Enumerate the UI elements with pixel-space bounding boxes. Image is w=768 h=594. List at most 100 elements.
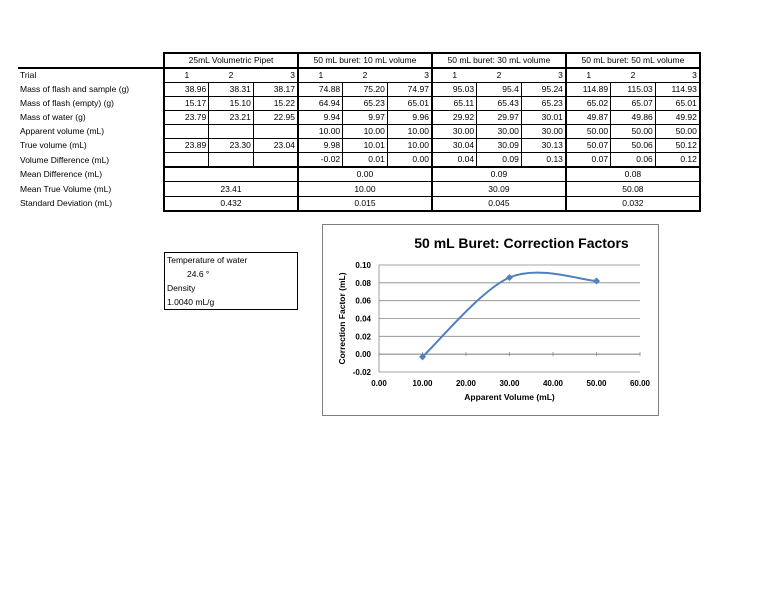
trial-number: 2 <box>476 67 522 83</box>
trial-number: 3 <box>521 67 567 83</box>
table-cell: 10.00 <box>296 124 344 140</box>
table-cell: 38.17 <box>252 81 299 98</box>
row-label: Trial <box>18 67 164 83</box>
group-header: 50 mL buret: 30 mL volume <box>430 52 567 68</box>
density-label: Density <box>167 283 196 293</box>
summary-cell: 0.432 <box>163 195 299 212</box>
table-cell: 50.00 <box>564 124 612 140</box>
table-cell: 38.96 <box>163 81 210 98</box>
table-cell: 30.09 <box>476 138 522 154</box>
table-cell: 23.89 <box>163 138 210 154</box>
table-cell: 65.01 <box>386 96 433 112</box>
calibration-table: 25mL Volumetric Pipet 50 mL buret: 10 mL … <box>18 52 701 212</box>
table-cell <box>163 124 210 140</box>
row-label: Mass of flash and sample (g) <box>20 84 130 95</box>
summary-cell: 0.015 <box>296 195 433 212</box>
table-cell: 74.88 <box>296 81 344 98</box>
table-cell: 65.01 <box>654 96 701 112</box>
row-label: Mean True Volume (mL) <box>20 183 112 194</box>
table-cell: 15.10 <box>208 96 254 112</box>
table-cell: 9.97 <box>342 110 388 126</box>
x-tick-label: 10.00 <box>412 379 433 388</box>
row-label: Volume Difference (mL) <box>20 154 110 165</box>
table-cell: 50.00 <box>654 124 701 140</box>
summary-cell: 0.08 <box>564 166 701 182</box>
table-cell: 95.24 <box>520 81 567 98</box>
table-cell: 0.12 <box>654 152 701 168</box>
table-cell <box>252 124 299 140</box>
table-cell: 29.92 <box>430 110 478 126</box>
table-cell: 23.79 <box>163 110 210 126</box>
table-cell: 30.00 <box>430 124 478 140</box>
correction-factor-chart: 50 mL Buret: Correction Factors -0.02 0.00… <box>322 224 659 416</box>
table-cell <box>208 124 254 140</box>
table-row: Mass of flash (empty) (g) 15.17 15.10 15.22… <box>18 96 701 112</box>
summary-cell: 0.045 <box>430 195 567 212</box>
table-cell: 49.92 <box>654 110 701 126</box>
y-tick-label: 0.02 <box>355 332 371 341</box>
trial-number: 2 <box>342 67 388 83</box>
table-cell: 0.09 <box>476 152 522 168</box>
row-label: True volume (mL) <box>20 140 87 151</box>
table-cell: 0.01 <box>342 152 388 168</box>
y-tick-label: 0.04 <box>355 315 371 324</box>
table-cell: 10.00 <box>342 124 388 140</box>
x-axis-label: Apparent Volume (mL) <box>464 392 555 402</box>
table-cell: 0.13 <box>520 152 567 168</box>
table-cell <box>252 152 299 168</box>
temperature-value: 24.6 ° <box>187 269 210 279</box>
table-cell: 30.01 <box>520 110 567 126</box>
summary-cell: 23.41 <box>163 181 299 197</box>
table-cell: 50.12 <box>654 138 701 154</box>
table-cell: 65.07 <box>610 96 656 112</box>
trial-number: 1 <box>564 67 611 83</box>
table-cell: 15.17 <box>163 96 210 112</box>
table-cell: 115.03 <box>610 81 656 98</box>
table-cell: 30.00 <box>476 124 522 140</box>
table-cell: 64.94 <box>296 96 344 112</box>
row-label: Mass of flash (empty) (g) <box>20 98 114 109</box>
summary-cell: 50.08 <box>564 181 701 197</box>
table-row: True volume (mL) 23.89 23.30 23.04 9.98 10.01… <box>18 138 701 154</box>
table-cell: 74.97 <box>386 81 433 98</box>
trial-number: 2 <box>610 67 656 83</box>
y-tick-label: 0.06 <box>355 297 371 306</box>
series-line <box>421 271 597 358</box>
summary-cell: 10.00 <box>296 181 433 197</box>
x-tick-label: 30.00 <box>499 379 520 388</box>
y-tick-label: 0.08 <box>355 279 371 288</box>
trial-number: 1 <box>296 67 343 83</box>
table-cell: 9.94 <box>296 110 344 126</box>
table-cell: 49.86 <box>610 110 656 126</box>
table-cell: 65.23 <box>520 96 567 112</box>
summary-row: Mean True Volume (mL) 23.41 10.00 30.09 50.0… <box>18 181 701 197</box>
row-label: Mass of water (g) <box>20 112 86 123</box>
summary-row: Standard Deviation (mL) 0.432 0.015 0.045 0.… <box>18 195 701 212</box>
table-cell: 65.02 <box>564 96 612 112</box>
x-tick-label: 60.00 <box>630 379 651 388</box>
trial-number: 3 <box>655 67 701 83</box>
table-cell <box>163 152 210 168</box>
trial-row: Trial 1 2 3 1 2 3 1 2 3 1 2 3 <box>18 67 701 83</box>
table-cell: 65.11 <box>430 96 478 112</box>
x-tick-label: 0.00 <box>371 379 387 388</box>
table-cell: 38.31 <box>208 81 254 98</box>
row-label: Mean Difference (mL) <box>20 169 103 180</box>
table-cell <box>208 152 254 168</box>
row-label: Standard Deviation (mL) <box>20 197 113 208</box>
x-tick-label: 40.00 <box>543 379 564 388</box>
table-cell: 0.06 <box>610 152 656 168</box>
summary-cell: 0.09 <box>430 166 567 182</box>
group-header-row: 25mL Volumetric Pipet 50 mL buret: 10 mL … <box>18 52 701 68</box>
y-axis-label: Correction Factor (mL) <box>337 272 347 364</box>
water-info-box: Temperature of water 24.6 ° Density 1.00… <box>164 252 298 310</box>
data-point <box>593 277 600 285</box>
summary-cell: 0.00 <box>296 166 433 182</box>
y-tick-label: 0.00 <box>355 350 371 359</box>
trial-number: 3 <box>253 67 299 83</box>
table-row: Volume Difference (mL) -0.02 0.01 0.00 0.04 0… <box>18 152 701 168</box>
x-tick-label: 20.00 <box>456 379 477 388</box>
data-point <box>419 353 426 361</box>
table-cell: 65.23 <box>342 96 388 112</box>
